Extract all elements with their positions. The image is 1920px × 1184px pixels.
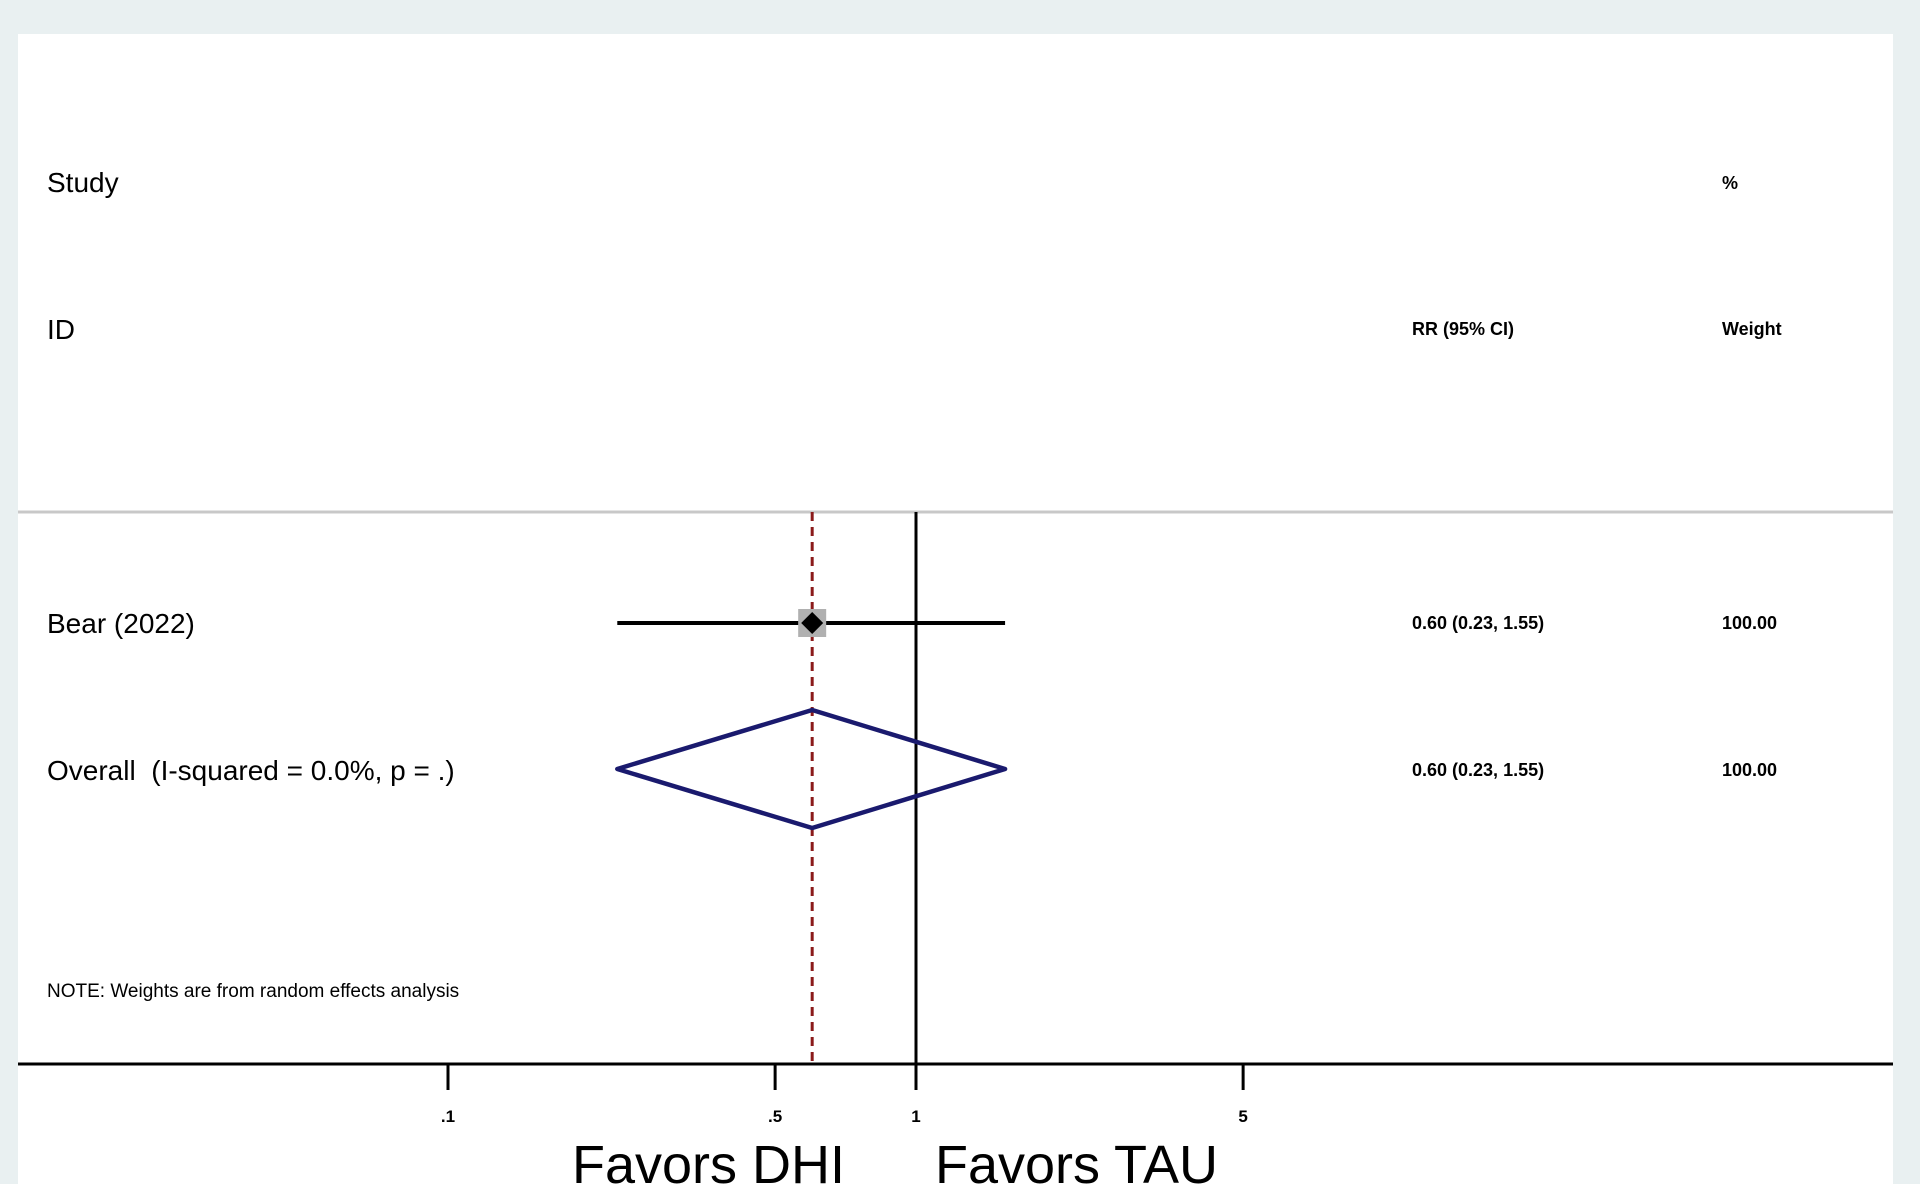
header-weight-percent: % xyxy=(1722,173,1738,193)
study-weight-text: 100.00 xyxy=(1722,613,1777,633)
note-text: NOTE: Weights are from random effects an… xyxy=(47,981,459,1002)
header-study: Study xyxy=(47,167,119,198)
x-tick-label: 1 xyxy=(911,1107,920,1126)
x-tick-label: 5 xyxy=(1238,1107,1247,1126)
header-effect: RR (95% CI) xyxy=(1412,319,1514,339)
x-tick-label: .5 xyxy=(768,1107,782,1126)
plot-panel xyxy=(18,34,1893,1184)
overall-weight-text: 100.00 xyxy=(1722,760,1777,780)
chart-marks: .1 .5 1 5 xyxy=(441,512,1248,1126)
favors-left-label: Favors DHI xyxy=(572,1135,845,1184)
overall-label: Overall (I-squared = 0.0%, p = .) xyxy=(47,755,455,786)
study-label: Bear (2022) xyxy=(47,608,195,639)
overall-effect-text: 0.60 (0.23, 1.55) xyxy=(1412,760,1544,780)
overall-diamond xyxy=(615,707,1008,831)
favors-right-label: Favors TAU xyxy=(935,1135,1218,1184)
x-tick-label: .1 xyxy=(441,1107,455,1126)
header-id: ID xyxy=(47,314,75,345)
header-weight: Weight xyxy=(1722,319,1782,339)
study-effect-text: 0.60 (0.23, 1.55) xyxy=(1412,613,1544,633)
study-point-estimate xyxy=(801,612,824,634)
